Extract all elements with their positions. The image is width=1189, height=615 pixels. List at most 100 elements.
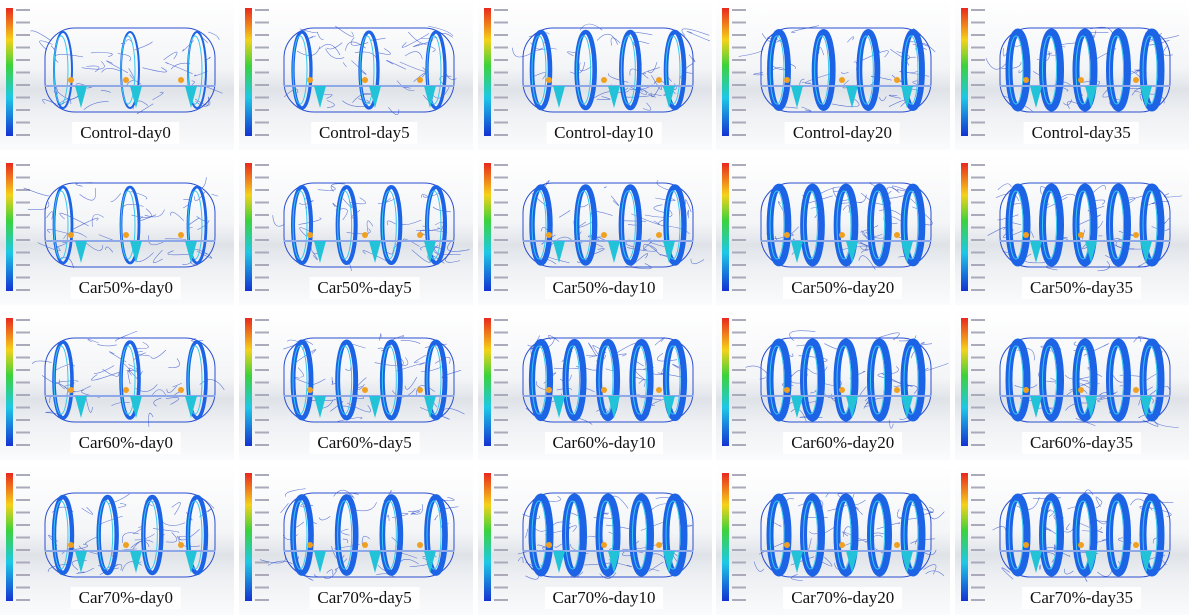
- color-bar-tick: [494, 59, 508, 61]
- hotspot: [1023, 77, 1029, 83]
- color-bar-tick: [971, 574, 985, 576]
- hotspot: [894, 232, 900, 238]
- color-bar-tick: [16, 214, 30, 216]
- color-bar-tick: [494, 407, 508, 409]
- hotspot: [307, 542, 313, 548]
- streamline: [518, 557, 523, 563]
- streamline: [524, 529, 527, 538]
- streamline: [280, 503, 288, 513]
- panel-label: Car70%-day20: [783, 587, 902, 609]
- panel-label: Car70%-day5: [309, 587, 419, 609]
- color-bar-tick: [494, 549, 508, 551]
- hotspot: [1023, 387, 1029, 393]
- color-bar-tick: [732, 487, 746, 489]
- streamline: [986, 58, 1006, 69]
- streamline: [32, 361, 51, 364]
- color-bar-tick: [16, 574, 30, 576]
- streamline: [832, 99, 859, 107]
- hotspot: [601, 232, 607, 238]
- hotspot: [307, 232, 313, 238]
- color-bar-tick: [732, 474, 746, 476]
- streamline: [82, 61, 105, 69]
- panel: Car70%-day10: [478, 465, 712, 615]
- color-bar-tick: [255, 97, 269, 99]
- streamline: [85, 242, 103, 251]
- color-bar: [484, 163, 491, 291]
- streamline: [145, 210, 165, 217]
- hotspot: [417, 232, 423, 238]
- color-bar-tick: [255, 227, 269, 229]
- hotspot: [894, 542, 900, 548]
- streamline: [80, 188, 96, 200]
- impeller-jet: [314, 551, 326, 573]
- streamline: [554, 544, 561, 547]
- hotspot: [601, 77, 607, 83]
- streamline: [151, 350, 166, 358]
- hotspot: [178, 77, 184, 83]
- color-bar-tick: [971, 357, 985, 359]
- impeller-jet: [369, 396, 381, 418]
- streamline: [82, 507, 93, 514]
- color-bar-tick: [494, 562, 508, 564]
- streamline: [579, 63, 591, 71]
- color-bar-tick: [732, 59, 746, 61]
- color-bar-tick: [494, 122, 508, 124]
- panel-label: Car60%-day35: [1022, 432, 1141, 454]
- streamline: [687, 31, 710, 41]
- impeller-jet: [75, 396, 87, 418]
- streamline: [387, 515, 389, 521]
- color-bar-tick: [255, 574, 269, 576]
- color-bar-tick: [494, 9, 508, 11]
- color-bar-tick: [494, 524, 508, 526]
- color-bar-tick: [732, 444, 746, 446]
- color-bar-tick: [494, 72, 508, 74]
- streamline: [168, 251, 191, 255]
- streamline: [131, 191, 147, 199]
- hotspot: [784, 232, 790, 238]
- color-bar-tick: [732, 189, 746, 191]
- streamline: [597, 34, 618, 45]
- color-bar-tick: [971, 9, 985, 11]
- color-bar-tick: [494, 432, 508, 434]
- color-bar-tick: [971, 34, 985, 36]
- panel: Control-day0: [0, 0, 234, 150]
- impeller-jet: [369, 241, 381, 263]
- color-bar: [245, 163, 252, 291]
- color-bar-tick: [255, 134, 269, 136]
- hotspot: [417, 387, 423, 393]
- streamline: [160, 520, 185, 526]
- hotspot: [1078, 232, 1084, 238]
- color-bar-tick: [732, 599, 746, 601]
- color-bar-tick: [971, 22, 985, 24]
- color-bar-tick: [16, 394, 30, 396]
- color-bar-tick: [16, 524, 30, 526]
- streamline: [822, 557, 832, 566]
- color-bar: [484, 318, 491, 446]
- streamline: [1039, 565, 1041, 570]
- color-bar-tick: [732, 227, 746, 229]
- color-bar-tick: [16, 59, 30, 61]
- streamline: [1094, 30, 1096, 37]
- color-bar-tick: [494, 382, 508, 384]
- streamline: [122, 562, 142, 572]
- hotspot: [307, 387, 313, 393]
- color-bar-tick: [494, 394, 508, 396]
- streamline: [43, 99, 57, 104]
- hotspot: [1078, 542, 1084, 548]
- color-bar-tick: [255, 202, 269, 204]
- panel-label: Car70%-day0: [71, 587, 181, 609]
- impeller-jet: [553, 396, 565, 418]
- hotspot: [784, 542, 790, 548]
- color-bar-tick: [255, 277, 269, 279]
- streamline: [102, 68, 122, 72]
- hotspot: [362, 77, 368, 83]
- panel-label: Car70%-day35: [1022, 587, 1141, 609]
- streamline: [922, 363, 948, 371]
- color-bar-tick: [16, 164, 30, 166]
- streamline: [924, 564, 937, 574]
- color-bar-tick: [494, 202, 508, 204]
- streamline: [166, 398, 179, 405]
- panel-label: Control-day10: [546, 122, 661, 144]
- color-bar-tick: [16, 177, 30, 179]
- streamline: [319, 44, 340, 55]
